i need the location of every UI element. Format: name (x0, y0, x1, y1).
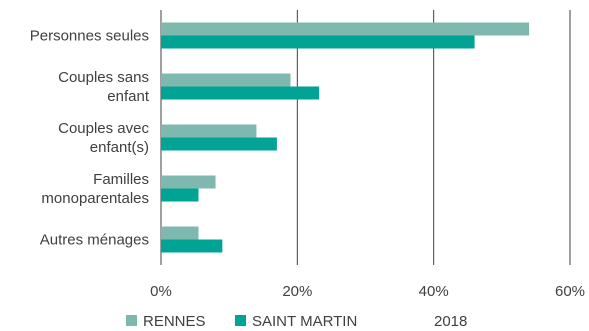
bar-saint-martin-2 (161, 137, 277, 151)
category-label: monoparentales (41, 190, 149, 207)
category-label: Personnes seules (30, 28, 149, 45)
category-label: Couples avec (58, 120, 149, 137)
bar-rennes-2 (161, 124, 257, 138)
bar-rennes-1 (161, 73, 291, 87)
bar-saint-martin-4 (161, 239, 223, 253)
legend-label-rennes: RENNES (143, 313, 206, 330)
legend: RENNES SAINT MARTIN 2018 (126, 313, 467, 330)
bar-rennes-0 (161, 22, 530, 36)
x-axis-tick-labels: 0% 20% 40% 60% (150, 283, 585, 300)
category-label: enfant(s) (90, 139, 149, 156)
bar-saint-martin-0 (161, 35, 475, 49)
legend-swatch-rennes (126, 315, 137, 326)
legend-year-label: 2018 (434, 313, 467, 330)
bar-rennes-3 (161, 175, 216, 189)
x-tick-label: 20% (282, 283, 312, 300)
category-label: Couples sans (58, 69, 149, 86)
category-labels: Personnes seules Couples sans enfant Couple… (30, 28, 150, 249)
category-label: enfant (107, 88, 150, 105)
bar-saint-martin-1 (161, 86, 320, 100)
bar-series (161, 22, 530, 253)
x-tick-label: 0% (150, 283, 172, 300)
bar-rennes-4 (161, 226, 199, 240)
category-label: Autres ménages (40, 232, 149, 249)
x-tick-label: 40% (419, 283, 449, 300)
x-tick-label: 60% (555, 283, 585, 300)
legend-swatch-saint-martin (235, 315, 246, 326)
category-label: Familles (93, 171, 149, 188)
bar-saint-martin-3 (161, 188, 199, 202)
legend-label-saint-martin: SAINT MARTIN (252, 313, 357, 330)
